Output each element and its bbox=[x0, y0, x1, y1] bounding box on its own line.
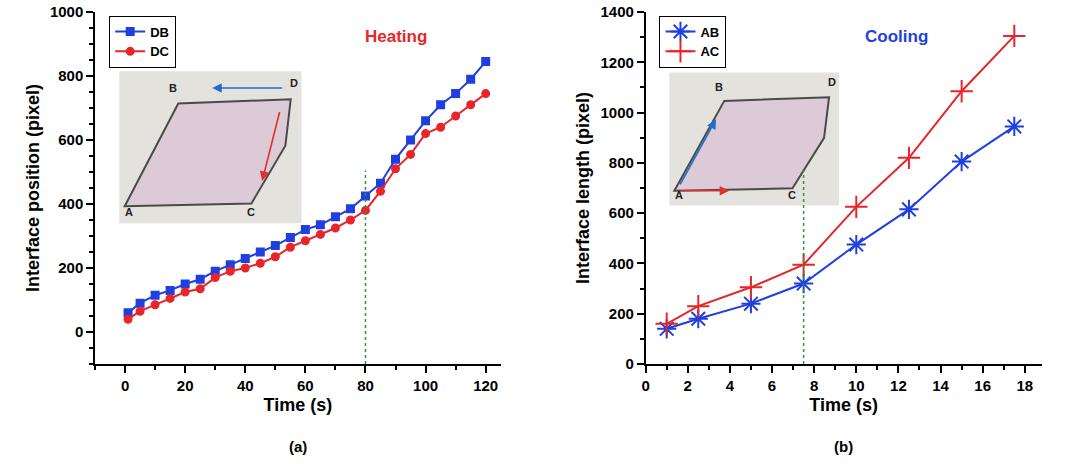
svg-text:400: 400 bbox=[58, 195, 83, 212]
svg-text:D: D bbox=[290, 77, 298, 89]
svg-text:6: 6 bbox=[768, 377, 776, 394]
svg-text:D: D bbox=[828, 76, 836, 88]
svg-text:80: 80 bbox=[357, 377, 374, 394]
svg-text:(b): (b) bbox=[834, 438, 853, 455]
svg-text:120: 120 bbox=[473, 377, 498, 394]
svg-text:2: 2 bbox=[684, 377, 692, 394]
svg-text:C: C bbox=[247, 206, 255, 218]
svg-text:18: 18 bbox=[1016, 377, 1033, 394]
svg-text:800: 800 bbox=[609, 154, 634, 171]
svg-text:600: 600 bbox=[609, 204, 634, 221]
svg-text:800: 800 bbox=[58, 67, 83, 84]
svg-text:0: 0 bbox=[641, 377, 649, 394]
svg-text:60: 60 bbox=[297, 377, 314, 394]
svg-text:200: 200 bbox=[58, 259, 83, 276]
svg-text:(a): (a) bbox=[289, 438, 307, 455]
svg-text:Time (s): Time (s) bbox=[809, 395, 878, 415]
svg-text:100: 100 bbox=[413, 377, 438, 394]
svg-text:0: 0 bbox=[75, 323, 83, 340]
svg-text:40: 40 bbox=[237, 377, 254, 394]
svg-text:DB: DB bbox=[150, 25, 169, 40]
svg-text:B: B bbox=[715, 81, 723, 93]
svg-text:1000: 1000 bbox=[50, 3, 83, 20]
svg-text:B: B bbox=[169, 82, 177, 94]
svg-text:200: 200 bbox=[609, 305, 634, 322]
svg-text:12: 12 bbox=[890, 377, 907, 394]
svg-text:600: 600 bbox=[58, 131, 83, 148]
svg-text:1400: 1400 bbox=[600, 3, 633, 20]
svg-text:16: 16 bbox=[974, 377, 991, 394]
svg-text:0: 0 bbox=[626, 355, 634, 372]
svg-text:1200: 1200 bbox=[600, 54, 633, 71]
svg-text:A: A bbox=[125, 206, 133, 218]
svg-text:0: 0 bbox=[121, 377, 129, 394]
svg-text:Interface length (pixel): Interface length (pixel) bbox=[573, 92, 593, 284]
svg-text:Cooling: Cooling bbox=[865, 27, 928, 46]
svg-text:Time (s): Time (s) bbox=[264, 395, 333, 415]
svg-text:8: 8 bbox=[810, 377, 818, 394]
svg-text:AB: AB bbox=[700, 25, 719, 40]
svg-text:14: 14 bbox=[932, 377, 949, 394]
svg-text:DC: DC bbox=[150, 44, 169, 59]
svg-text:Interface position (pixel): Interface position (pixel) bbox=[23, 84, 43, 292]
svg-text:A: A bbox=[675, 189, 683, 201]
svg-text:C: C bbox=[788, 189, 796, 201]
svg-text:AC: AC bbox=[700, 44, 719, 59]
svg-text:10: 10 bbox=[848, 377, 865, 394]
svg-text:1000: 1000 bbox=[600, 104, 633, 121]
svg-text:400: 400 bbox=[609, 255, 634, 272]
svg-text:20: 20 bbox=[177, 377, 194, 394]
svg-text:Heating: Heating bbox=[365, 27, 427, 46]
svg-text:4: 4 bbox=[726, 377, 735, 394]
